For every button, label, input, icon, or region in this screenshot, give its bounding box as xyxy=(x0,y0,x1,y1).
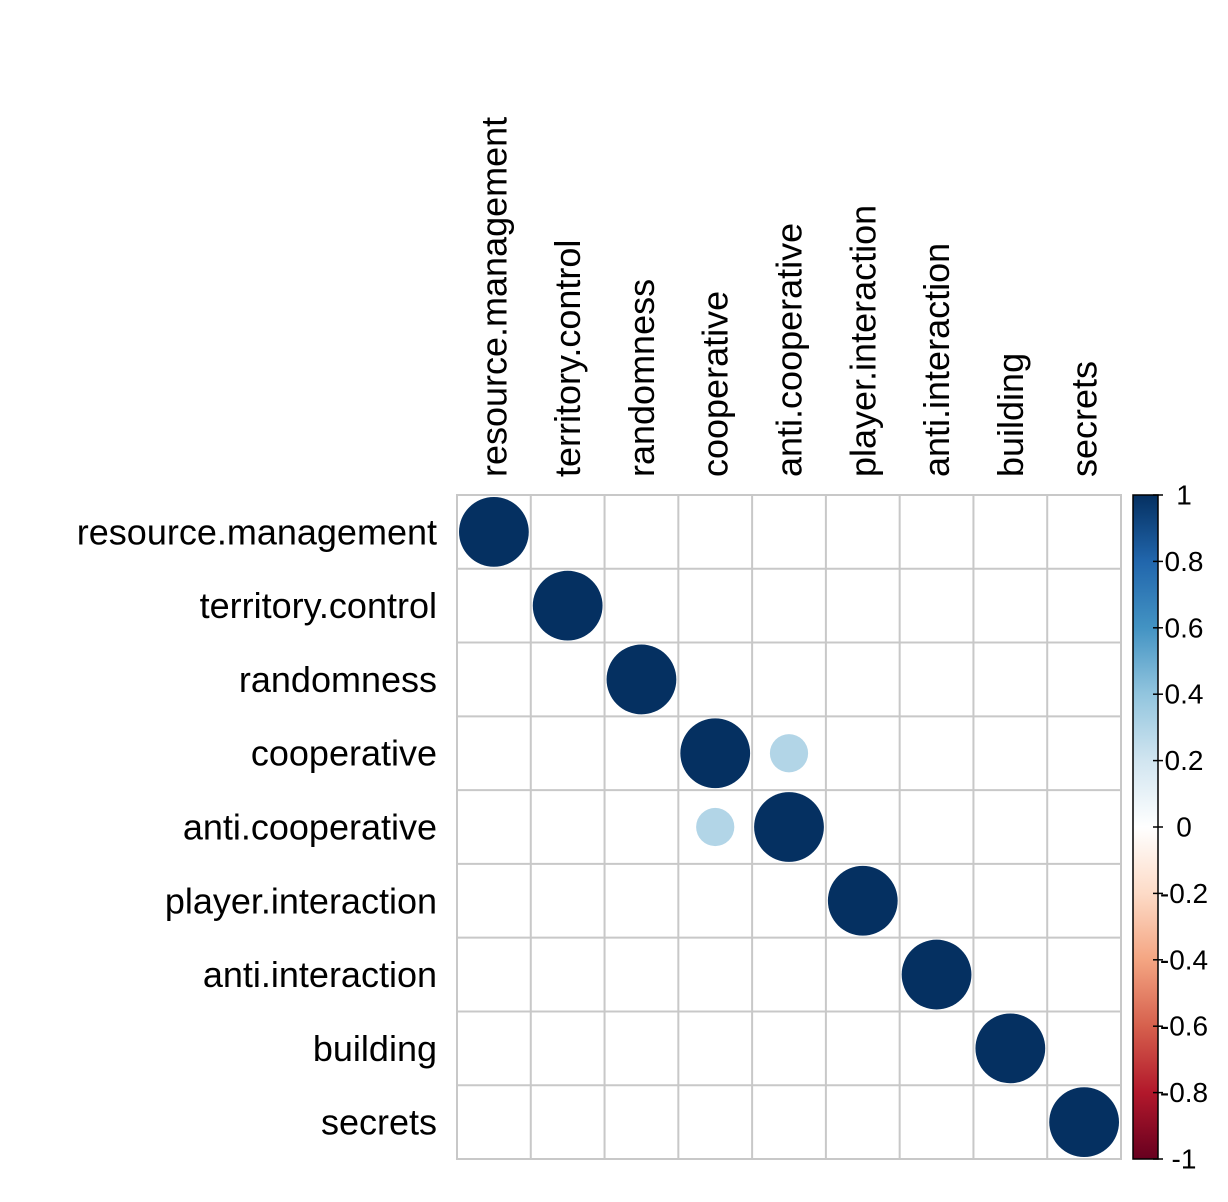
column-label-secrets: secrets xyxy=(1064,361,1105,477)
row-label-anti-interaction: anti.interaction xyxy=(203,954,437,995)
correlation-circles xyxy=(459,497,1119,1157)
corr-circle-anti-cooperative-cooperative xyxy=(696,807,735,847)
row-label-player-interaction: player.interaction xyxy=(165,880,437,921)
row-label-randomness: randomness xyxy=(239,659,437,700)
column-labels: resource.management territory.control rand… xyxy=(473,117,1104,477)
corr-circle-cooperative-anti-cooperative xyxy=(769,734,809,773)
corr-circle-cooperative-cooperative xyxy=(680,718,751,789)
column-label-territory-control: territory.control xyxy=(547,240,588,477)
column-label-building: building xyxy=(990,353,1031,477)
column-label-player-interaction: player.interaction xyxy=(842,205,883,477)
column-label-randomness: randomness xyxy=(621,279,662,477)
legend-tick-label: -1 xyxy=(1172,1144,1197,1175)
column-label-anti-interaction: anti.interaction xyxy=(916,243,957,477)
legend-tick-label: 1 xyxy=(1176,480,1192,511)
row-label-territory-control: territory.control xyxy=(200,585,437,626)
corr-circle-secrets-secrets xyxy=(1049,1087,1119,1157)
row-label-secrets: secrets xyxy=(321,1102,437,1143)
row-label-cooperative: cooperative xyxy=(251,733,437,774)
legend-tick-label: 0.6 xyxy=(1165,612,1204,643)
corr-circle-territory-control-territory-control xyxy=(532,570,603,641)
corr-circle-resource-management-resource-management xyxy=(459,497,529,567)
legend-tick-label: 0 xyxy=(1176,812,1192,843)
corr-circle-anti-interaction-anti-interaction xyxy=(901,939,972,1010)
corr-circle-anti-cooperative-anti-cooperative xyxy=(754,792,824,862)
legend-tick-label: 0.4 xyxy=(1165,679,1204,710)
row-label-building: building xyxy=(313,1028,437,1069)
color-legend: 1 0.8 0.6 0.4 0.2 0 -0.2 -0.4 -0.6 -0.8 -1 xyxy=(1132,480,1208,1175)
corr-circle-randomness-randomness xyxy=(606,644,677,715)
legend-tick-label: -0.4 xyxy=(1160,944,1208,975)
corr-circle-player-interaction-player-interaction xyxy=(827,865,898,936)
legend-tick-label: 0.2 xyxy=(1165,745,1204,776)
legend-tick-label: -0.2 xyxy=(1160,878,1208,909)
column-label-cooperative: cooperative xyxy=(695,291,736,477)
row-label-resource-management: resource.management xyxy=(77,511,437,552)
row-labels: resource.management territory.control rand… xyxy=(77,511,437,1142)
legend-tick-label: -0.6 xyxy=(1160,1011,1208,1042)
column-label-anti-cooperative: anti.cooperative xyxy=(769,223,810,477)
legend-tick-label: 0.8 xyxy=(1165,546,1204,577)
row-label-anti-cooperative: anti.cooperative xyxy=(183,807,437,848)
corr-circle-building-building xyxy=(975,1013,1046,1084)
column-label-resource-management: resource.management xyxy=(473,117,514,477)
legend-tick-label: -0.8 xyxy=(1160,1077,1208,1108)
